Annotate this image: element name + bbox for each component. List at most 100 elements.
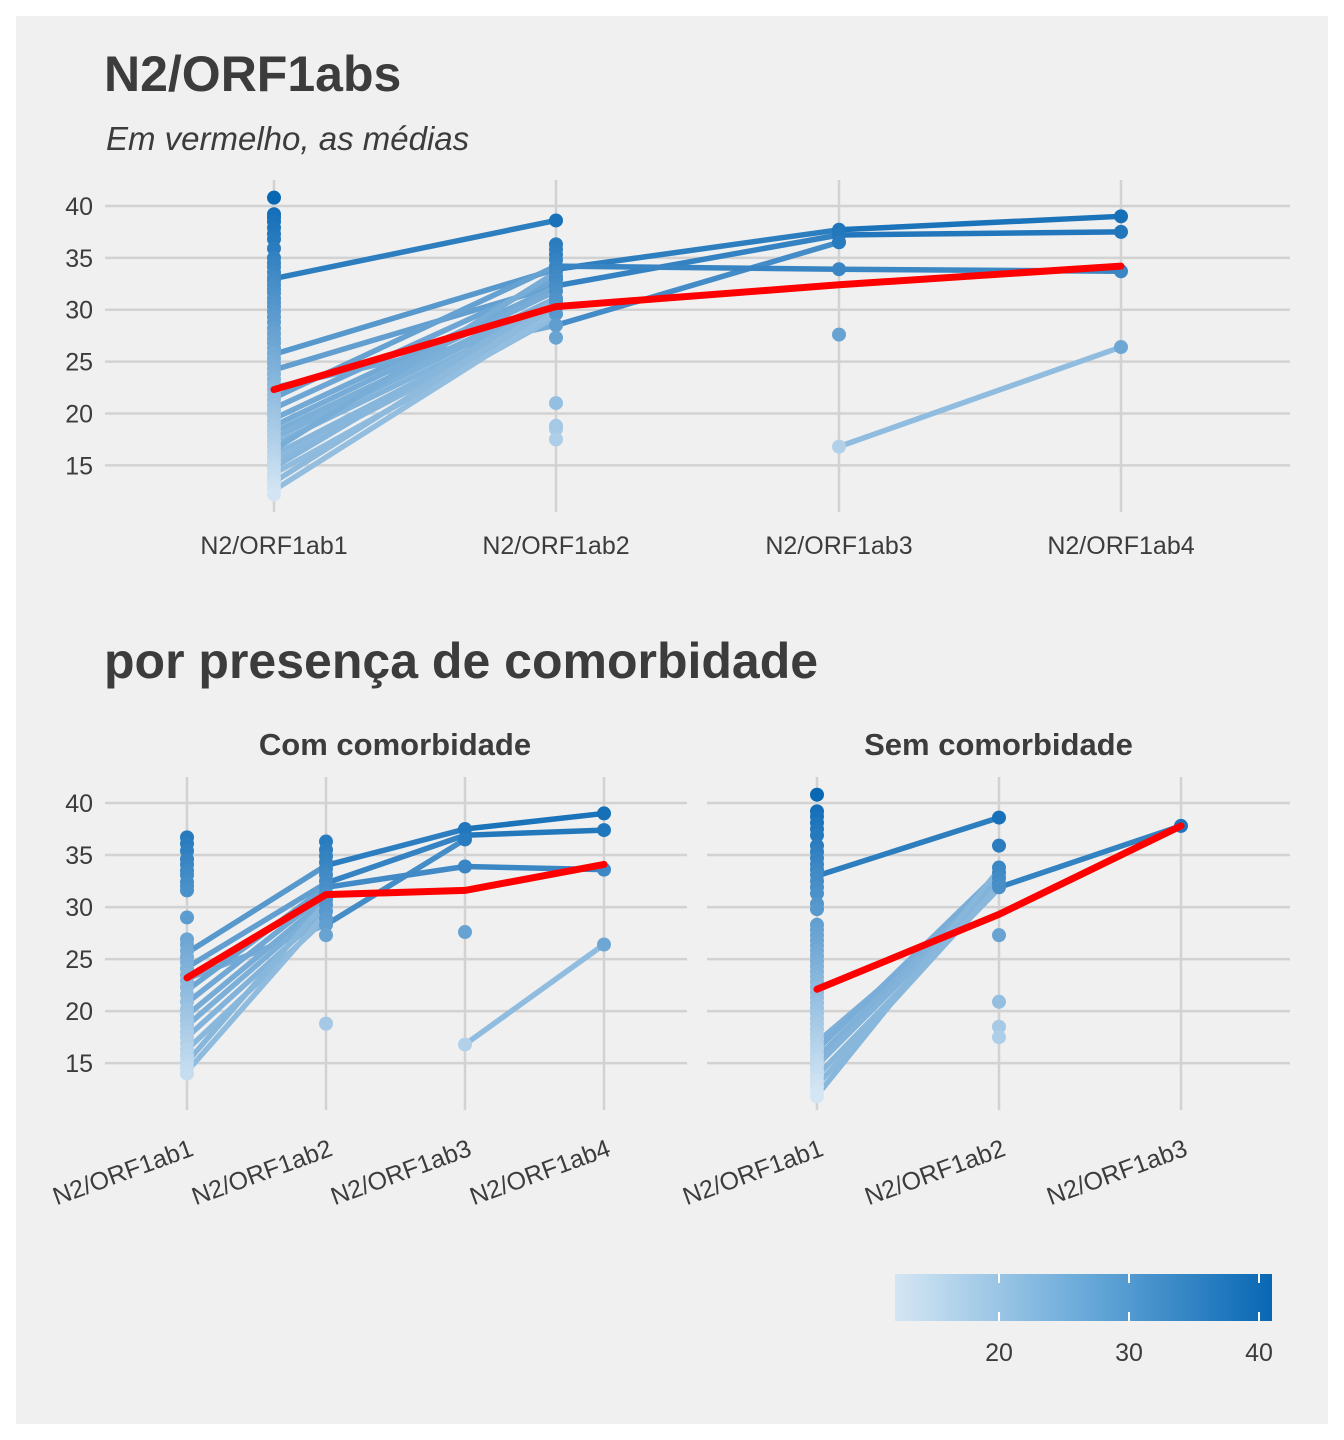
chart-title: N2/ORF1abs [104,46,402,102]
y-tick-label: 30 [65,297,93,325]
x-tick-label: N2/ORF1ab1 [679,1134,827,1211]
series-line [996,823,1184,891]
mean-line [813,822,1185,993]
panel-1: 152025303540N2/ORF1ab1N2/ORF1ab2N2/ORF1a… [49,777,687,1211]
x-tick-label: N2/ORF1ab4 [466,1134,614,1211]
series-line [271,296,559,471]
series-line [271,269,559,453]
data-point [832,439,846,454]
series-line [462,827,607,839]
series-line [184,862,329,956]
data-point [992,810,1006,825]
series-line [271,217,559,282]
series-line [271,284,559,422]
series-line [553,239,842,328]
data-point [180,910,194,925]
series-line [184,880,329,971]
series-line [184,910,329,1075]
mean-line [270,262,1125,394]
x-tick-label: N2/ORF1ab2 [861,1134,1009,1211]
series-line [836,344,1124,450]
facet-label-sem: Sem comorbidade [864,727,1133,762]
color-legend: 20 30 40 [895,1274,1273,1367]
data-point [549,432,563,447]
data-point [549,318,563,333]
x-tick-label: N2/ORF1ab1 [200,532,347,560]
data-point [319,917,333,932]
series-line [814,880,1002,1069]
series-line [271,309,559,493]
x-tick-label: N2/ORF1ab3 [327,1134,475,1211]
y-tick-label: 15 [65,452,93,480]
data-point [597,806,611,821]
chart-subtitle: Em vermelho, as médias [106,120,470,157]
data-point [992,1030,1006,1045]
colorbar [895,1274,1272,1321]
series-line [271,266,559,358]
colorbar-tick-label: 30 [1115,1339,1143,1367]
data-point [992,928,1006,943]
data-point [180,1066,194,1081]
series-line [814,866,1002,1099]
x-tick-label: N2/ORF1ab1 [49,1134,197,1211]
data-point [992,838,1006,853]
series-line [462,941,607,1048]
x-tick-label: N2/ORF1ab3 [765,532,912,560]
series-line [553,232,842,289]
y-tick-label: 15 [65,1050,93,1078]
data-point [458,832,472,847]
data-point [458,859,472,874]
data-point [810,886,824,901]
panel-2: N2/ORF1ab1 N2/ORF1ab2 N2/ORF1ab3 [679,777,1290,1211]
data-point [810,828,824,843]
data-point [1114,209,1128,224]
data-point [992,994,1006,1009]
series-line [271,301,559,485]
data-point [458,925,472,940]
series-line [323,836,468,928]
data-point [549,422,563,436]
data-point [832,262,846,277]
data-point [267,487,281,502]
panel-0: 15 20 25 30 35 40 N2/ORF1ab1 N2/ORF1ab2 N2/ORF1a… [65,180,1290,560]
x-tick-label: N2/ORF1ab4 [1047,532,1194,560]
series-line [462,810,607,832]
series-line [553,227,842,272]
series-line [836,229,1124,238]
colorbar-tick-label: 20 [985,1339,1013,1367]
series-line [184,897,329,1019]
data-point [267,190,281,205]
data-point [458,1037,472,1052]
mean-line [183,860,608,982]
series-line [323,826,468,869]
facet-chart-title: por presença de comorbidade [104,633,819,689]
data-point [832,235,846,250]
data-point [597,823,611,838]
data-point [319,1016,333,1031]
x-tick-label: N2/ORF1ab2 [188,1134,336,1211]
y-tick-label: 25 [65,349,93,377]
data-point [810,902,824,917]
data-point [832,327,846,342]
data-point [810,1089,824,1104]
data-point [549,396,563,411]
y-tick-label: 40 [65,790,93,818]
y-tick-label: 30 [65,894,93,922]
series-line [836,213,1124,233]
series-line [553,263,842,272]
series-line [323,863,468,891]
y-tick-label: 35 [65,842,93,870]
y-tick-label: 25 [65,946,93,974]
data-point [549,213,563,228]
colorbar-tick-label: 40 [1245,1339,1273,1367]
x-tick-label: N2/ORF1ab2 [482,532,629,560]
data-point [992,880,1006,895]
data-point [319,928,333,943]
data-point [597,937,611,952]
series-line [184,899,329,1065]
y-tick-label: 20 [65,400,93,428]
data-point [549,330,563,345]
series-line [814,814,1002,879]
series-line [323,832,468,886]
